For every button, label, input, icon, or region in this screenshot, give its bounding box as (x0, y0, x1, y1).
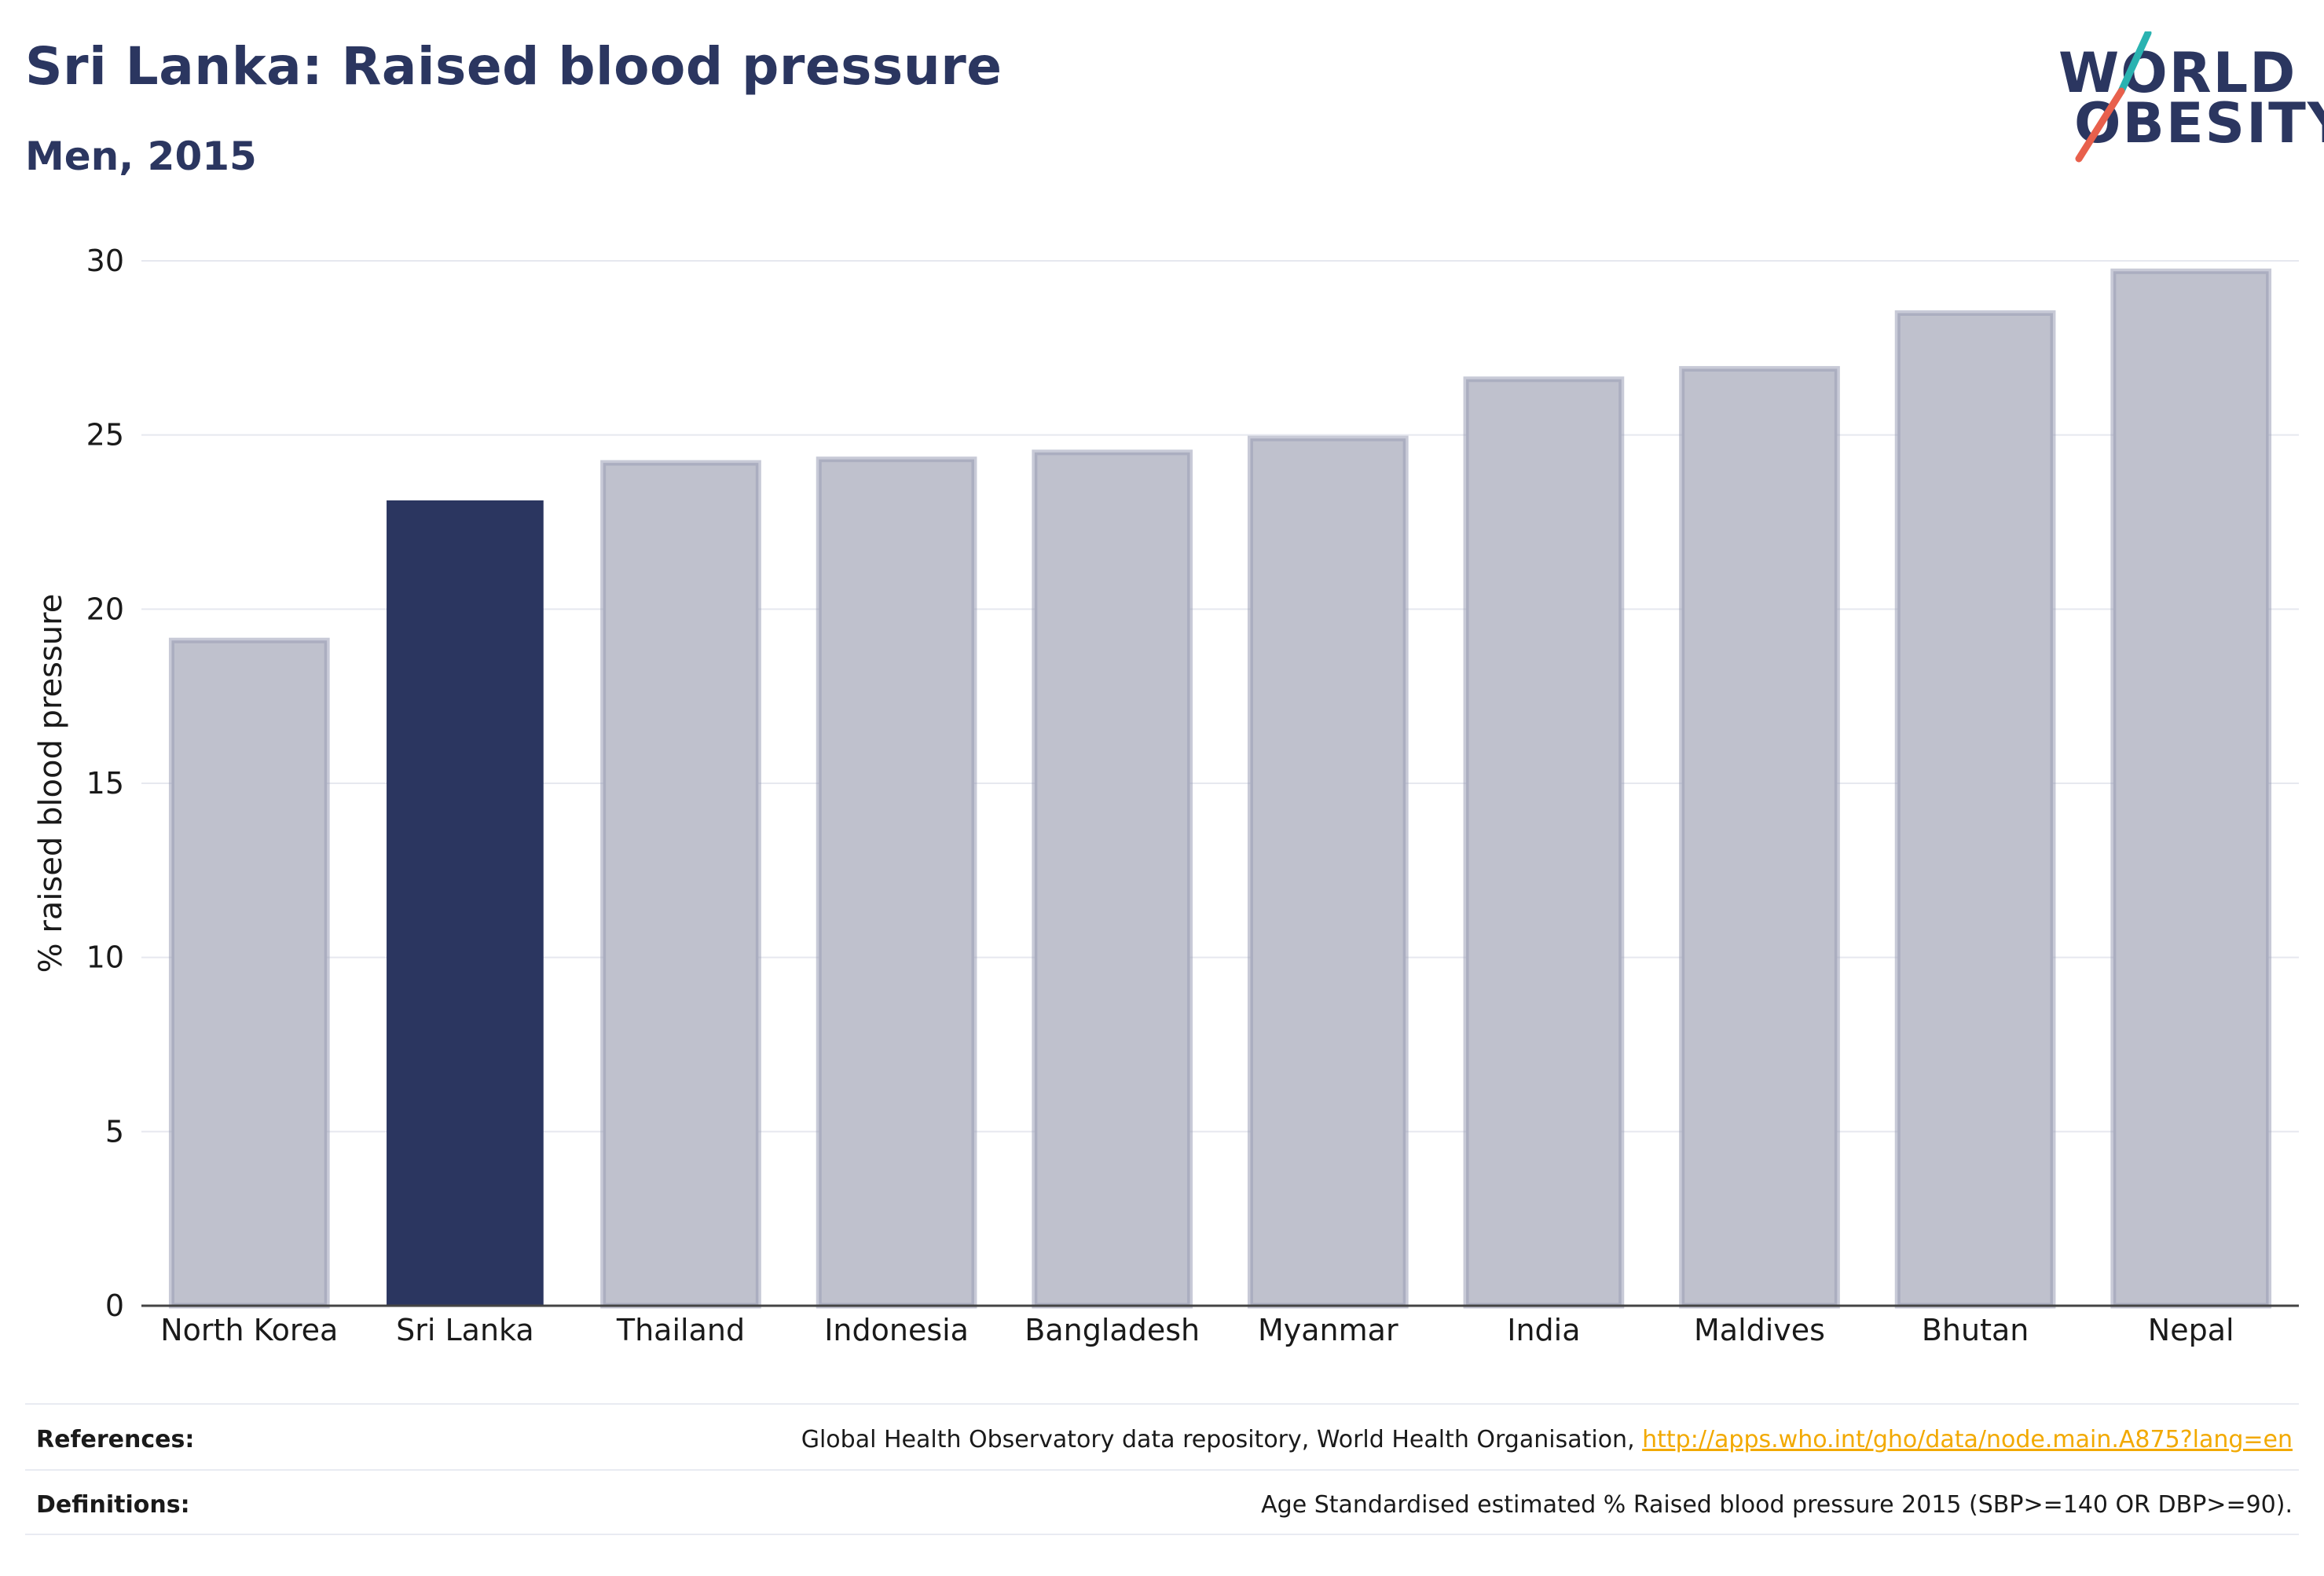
x-tick-label: Maldives (1694, 1313, 1825, 1347)
bar (2110, 268, 2272, 1309)
references-text: Global Health Observatory data repositor… (801, 1426, 2293, 1453)
references-link[interactable]: http://apps.who.int/gho/data/node.main.A… (1642, 1426, 2293, 1453)
x-tick-label: North Korea (160, 1313, 338, 1347)
x-tick-label: Indonesia (824, 1313, 969, 1347)
page-subtitle: Men, 2015 (25, 134, 257, 179)
x-tick-label: Sri Lanka (396, 1313, 534, 1347)
world-obesity-logo: WORLD OBESITY (2043, 31, 2324, 173)
y-tick-label: 10 (86, 940, 124, 975)
bar (1894, 310, 2056, 1309)
bar (1247, 435, 1409, 1309)
references-label: References: (36, 1426, 195, 1453)
logo-line1: WORLD (2058, 41, 2297, 105)
x-tick-label: Myanmar (1258, 1313, 1398, 1347)
definitions-text: Age Standardised estimated % Raised bloo… (1261, 1491, 2293, 1519)
footer-divider-top (25, 1403, 2299, 1405)
bar-chart: 0 5 10 15 20 25 30 % raised blood pressure North… (33, 244, 2299, 1347)
definitions-label: Definitions: (36, 1491, 190, 1519)
y-tick-label: 5 (105, 1114, 124, 1149)
page-title: Sri Lanka: Raised blood pressure (25, 36, 1003, 97)
bar (816, 456, 977, 1309)
bar (600, 460, 761, 1309)
footer-divider-middle (25, 1469, 2299, 1471)
bar (387, 500, 544, 1307)
logo-slash-icon (2075, 31, 2152, 163)
x-tick-label: Nepal (2148, 1313, 2234, 1347)
x-tick-label: Bangladesh (1025, 1313, 1200, 1347)
y-tick-label: 20 (86, 592, 124, 626)
y-tick-label: 30 (86, 244, 124, 278)
x-tick-label: Bhutan (1922, 1313, 2029, 1347)
references-source: Global Health Observatory data repositor… (801, 1426, 1643, 1453)
y-tick-label: 0 (105, 1288, 124, 1323)
y-tick-label: 15 (86, 766, 124, 801)
bar (1463, 376, 1625, 1309)
x-tick-label: Thailand (616, 1313, 745, 1347)
x-tick-label: India (1507, 1313, 1580, 1347)
y-axis-label: % raised blood pressure (33, 594, 69, 973)
y-tick-label: 25 (86, 418, 124, 453)
footer-divider-bottom (25, 1534, 2299, 1535)
bar (168, 637, 330, 1309)
bar (1679, 365, 1840, 1309)
bar (1032, 449, 1193, 1309)
